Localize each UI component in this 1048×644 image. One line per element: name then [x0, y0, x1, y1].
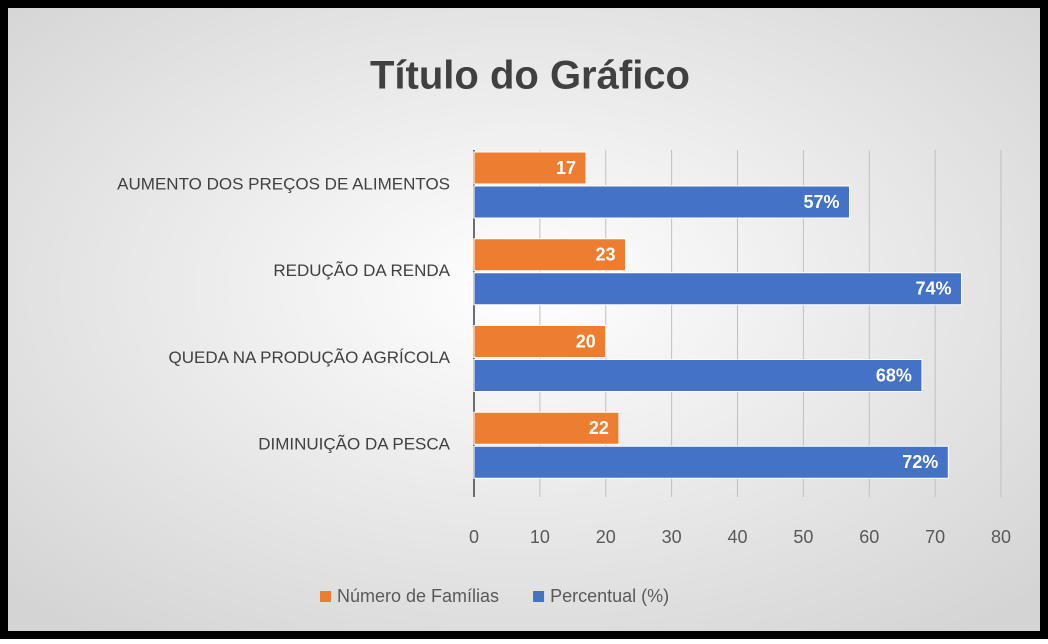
legend-swatch — [533, 591, 545, 602]
legend-label: Número de Famílias — [337, 586, 499, 606]
x-tick-label: 20 — [596, 527, 616, 547]
x-tick-label: 70 — [925, 527, 945, 547]
category-label: REDUÇÃO DA RENDA — [273, 261, 450, 280]
background — [8, 8, 1040, 631]
x-tick-label: 30 — [662, 527, 682, 547]
x-tick-label: 40 — [727, 527, 747, 547]
x-tick-label: 50 — [793, 527, 813, 547]
bar — [473, 445, 949, 479]
x-tick-label: 80 — [991, 527, 1011, 547]
bar — [473, 238, 627, 272]
data-label: 57% — [803, 192, 839, 212]
legend-swatch — [320, 591, 331, 602]
category-label: DIMINUIÇÃO DA PESCA — [258, 435, 450, 454]
data-label: 68% — [876, 365, 912, 385]
bar — [473, 185, 850, 219]
bar — [473, 325, 607, 358]
data-label: 20 — [576, 331, 596, 351]
data-label: 17 — [556, 158, 576, 178]
bar — [473, 151, 587, 185]
data-label: 22 — [589, 418, 609, 438]
data-label: 23 — [595, 245, 615, 265]
category-label: QUEDA NA PRODUÇÃO AGRÍCOLA — [168, 348, 450, 367]
bar — [473, 411, 620, 445]
x-tick-label: 10 — [530, 527, 550, 547]
bar — [473, 272, 962, 306]
data-label: 74% — [915, 279, 951, 299]
data-label: 72% — [902, 452, 938, 472]
x-tick-label: 0 — [469, 527, 479, 547]
category-label: AUMENTO DOS PREÇOS DE ALIMENTOS — [117, 174, 450, 193]
bar — [473, 359, 923, 392]
x-tick-label: 60 — [859, 527, 879, 547]
legend-label: Percentual (%) — [550, 586, 669, 606]
chart-title: Título do Gráfico — [370, 54, 690, 98]
